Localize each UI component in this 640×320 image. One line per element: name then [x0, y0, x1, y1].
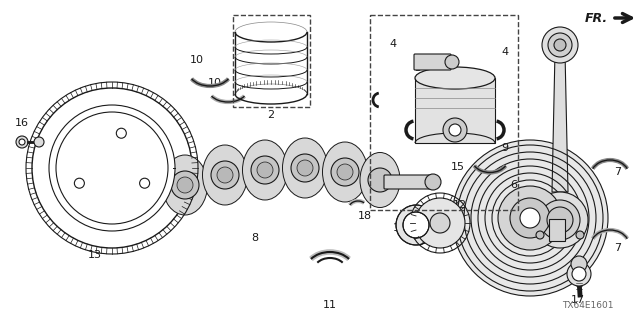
Circle shape — [498, 186, 562, 250]
Circle shape — [430, 213, 450, 233]
Text: 4: 4 — [389, 39, 397, 49]
Circle shape — [567, 262, 591, 286]
FancyBboxPatch shape — [415, 78, 495, 143]
Circle shape — [540, 200, 580, 240]
Circle shape — [576, 231, 584, 239]
Circle shape — [542, 27, 578, 63]
Circle shape — [337, 164, 353, 180]
Circle shape — [74, 178, 84, 188]
Circle shape — [177, 177, 193, 193]
Circle shape — [331, 158, 359, 186]
Text: 7: 7 — [614, 167, 621, 177]
Text: 14: 14 — [393, 223, 407, 233]
Circle shape — [368, 168, 392, 192]
Circle shape — [425, 174, 441, 190]
Circle shape — [403, 212, 429, 238]
Ellipse shape — [282, 138, 328, 198]
Circle shape — [34, 137, 44, 147]
Circle shape — [211, 161, 239, 189]
Text: 10: 10 — [190, 55, 204, 65]
Circle shape — [536, 231, 544, 239]
FancyBboxPatch shape — [549, 219, 565, 241]
Circle shape — [49, 105, 175, 231]
Text: 6: 6 — [511, 180, 518, 190]
Text: 3: 3 — [415, 63, 422, 73]
Circle shape — [520, 208, 540, 228]
Circle shape — [449, 124, 461, 136]
Circle shape — [297, 160, 313, 176]
Circle shape — [257, 162, 273, 178]
Text: 8: 8 — [252, 233, 259, 243]
Circle shape — [140, 178, 150, 188]
Ellipse shape — [163, 155, 207, 215]
Circle shape — [171, 171, 199, 199]
Circle shape — [554, 39, 566, 51]
Circle shape — [251, 156, 279, 184]
Ellipse shape — [202, 145, 248, 205]
FancyBboxPatch shape — [414, 54, 451, 70]
Circle shape — [445, 55, 459, 69]
Circle shape — [572, 267, 586, 281]
Text: 1: 1 — [424, 203, 431, 213]
Circle shape — [291, 154, 319, 182]
Text: 2: 2 — [268, 110, 275, 120]
Circle shape — [452, 140, 608, 296]
Text: 9: 9 — [501, 143, 509, 153]
Ellipse shape — [415, 67, 495, 89]
Circle shape — [571, 256, 587, 272]
Circle shape — [396, 205, 436, 245]
Text: 17: 17 — [571, 295, 585, 305]
Circle shape — [32, 88, 192, 248]
Text: 18: 18 — [358, 211, 372, 221]
Circle shape — [415, 198, 465, 248]
Ellipse shape — [323, 142, 367, 202]
FancyBboxPatch shape — [384, 175, 434, 189]
Circle shape — [16, 136, 28, 148]
Text: 11: 11 — [323, 300, 337, 310]
Circle shape — [548, 33, 572, 57]
Text: 15: 15 — [451, 162, 465, 172]
Circle shape — [116, 128, 126, 138]
Polygon shape — [552, 52, 568, 192]
Text: 7: 7 — [614, 243, 621, 253]
Circle shape — [547, 207, 573, 233]
Circle shape — [19, 139, 25, 145]
Text: 4: 4 — [501, 47, 509, 57]
Ellipse shape — [360, 153, 400, 207]
Circle shape — [443, 118, 467, 142]
Text: TX64E1601: TX64E1601 — [563, 301, 614, 310]
Ellipse shape — [243, 140, 287, 200]
Text: 16: 16 — [15, 118, 29, 128]
Text: 10: 10 — [208, 78, 222, 88]
Circle shape — [217, 167, 233, 183]
Circle shape — [510, 198, 550, 238]
Circle shape — [532, 192, 588, 248]
Text: 13: 13 — [88, 250, 102, 260]
Text: 12: 12 — [453, 200, 467, 210]
Text: FR.: FR. — [585, 12, 608, 25]
Text: 5: 5 — [536, 240, 543, 250]
